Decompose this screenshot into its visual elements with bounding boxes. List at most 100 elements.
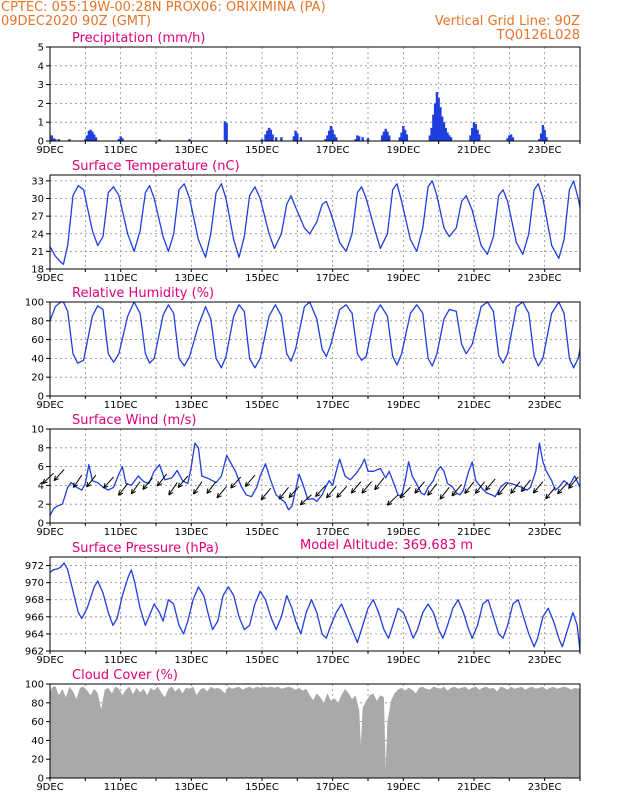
cloud-ytick-label: 0	[38, 774, 44, 785]
precip-ytick-label: 5	[38, 43, 44, 54]
pressure-line	[49, 562, 581, 652]
cloud-ytick-label: 80	[31, 698, 44, 709]
wind-arrow	[193, 481, 203, 495]
temp-ytick-label: 18	[31, 265, 44, 276]
humidity-frame	[49, 301, 581, 397]
temp-xtick-label: 9DEC	[36, 273, 63, 284]
precip-bar	[449, 137, 453, 141]
wind-ytick-label: 4	[38, 481, 44, 492]
wind-arrow	[374, 477, 385, 491]
humidity-ytick-label: 0	[38, 392, 44, 403]
precip-bar	[441, 116, 444, 141]
precip-bar	[329, 125, 333, 141]
precip-bar	[511, 137, 515, 141]
wind-xtick-label: 23DEC	[528, 527, 562, 538]
humidity-ytick-label: 100	[25, 298, 44, 309]
pressure-ytick-label: 972	[25, 561, 44, 572]
wind-arrow	[118, 483, 129, 496]
humidity-panel: Relative Humidity (%) 0 20 40 60 80 100 9DEC 11D…	[25, 286, 581, 411]
wind-arrow	[464, 481, 475, 494]
precip-bar	[294, 130, 297, 141]
temp-xtick-label: 11DEC	[104, 273, 138, 284]
wind-arrow	[326, 486, 337, 499]
humidity-xtick-label: 11DEC	[104, 400, 138, 411]
temp-xtick-label: 17DEC	[316, 273, 350, 284]
wind-arrow	[72, 474, 83, 488]
wind-xtick-label: 19DEC	[386, 527, 420, 538]
precip-xtick-label: 11DEC	[104, 145, 138, 156]
precip-bar	[87, 130, 91, 141]
wind-arrow	[244, 474, 256, 488]
wind-arrow	[439, 486, 450, 500]
wind-arrow	[485, 478, 496, 491]
wind-arrow	[216, 486, 228, 499]
wind-arrow	[42, 472, 54, 485]
precip-bar	[442, 122, 446, 141]
precip-bar	[439, 107, 442, 141]
precip-bar	[433, 103, 437, 141]
precip-bar	[89, 129, 92, 141]
wind-frame	[49, 428, 581, 524]
humidity-xtick-label: 21DEC	[457, 400, 491, 411]
pressure-title: Surface Pressure (hPa)	[72, 541, 219, 556]
wind-arrow	[278, 486, 289, 500]
pressure-ytick-label: 966	[25, 612, 44, 623]
temp-ytick-label: 33	[31, 176, 44, 187]
wind-arrow	[130, 481, 141, 495]
precip-bar	[366, 138, 370, 141]
wind-arrow	[386, 494, 399, 506]
precip-bar	[435, 92, 439, 141]
precip-bar	[266, 130, 269, 141]
model-altitude: Model Altitude: 369.683 m	[300, 538, 473, 553]
precip-bar	[476, 129, 479, 141]
humidity-xtick-label: 19DEC	[386, 400, 420, 411]
temp-xtick-label: 13DEC	[174, 273, 208, 284]
precip-bar	[158, 139, 161, 141]
temp-xtick-label: 23DEC	[528, 273, 562, 284]
precip-bar	[333, 134, 336, 141]
precip-xtick-label: 15DEC	[245, 145, 279, 156]
temp-panel: Surface Temperature (nC) 18 21 24 27 30 33 9DEC…	[31, 159, 581, 284]
precip-bar	[264, 134, 267, 141]
precip-bar	[539, 133, 543, 141]
wind-xtick-label: 11DEC	[104, 527, 138, 538]
cloud-title: Cloud Cover (%)	[72, 668, 178, 683]
cloud-frame	[49, 683, 581, 779]
precip-bar	[269, 129, 273, 141]
precip-bar	[356, 135, 359, 141]
cloud-area	[50, 685, 580, 778]
wind-arrow	[497, 483, 508, 496]
precip-bar	[357, 136, 361, 141]
humidity-ytick-label: 60	[31, 335, 44, 346]
precip-bar	[403, 129, 407, 141]
precip-bar	[54, 139, 57, 141]
wind-arrow	[230, 476, 242, 489]
pressure-xtick-label: 11DEC	[104, 655, 138, 666]
wind-arrow	[168, 482, 178, 496]
precip-bar	[508, 135, 511, 141]
temp-ytick-label: 24	[31, 229, 44, 240]
header-grid-line: Vertical Grid Line: 90Z	[435, 14, 580, 29]
precip-bar	[428, 135, 432, 141]
wind-arrow	[414, 481, 425, 494]
precip-bar	[446, 132, 449, 141]
precip-bar	[354, 139, 357, 141]
cloud-ytick-label: 100	[25, 680, 44, 691]
wind-arrow	[177, 475, 189, 488]
cloud-xtick-label: 23DEC	[528, 782, 562, 793]
precip-bar	[541, 125, 545, 141]
precip-bar	[335, 137, 338, 141]
precip-bar	[91, 131, 94, 141]
wind-line	[49, 442, 581, 516]
wind-ytick-label: 2	[38, 500, 44, 511]
precip-bar	[326, 135, 329, 141]
wind-arrow	[568, 476, 579, 489]
wind-xtick-label: 15DEC	[245, 527, 279, 538]
precip-bar	[299, 137, 303, 141]
cloud-panel: Cloud Cover (%) 0 20 40 60 80 100 9DEC 11DEC 13DE…	[25, 668, 581, 793]
temp-ytick-label: 30	[31, 194, 44, 205]
precip-bar	[267, 127, 271, 141]
pressure-ytick-label: 962	[25, 647, 44, 658]
precip-bar	[430, 127, 433, 141]
cloud-xtick-label: 19DEC	[386, 782, 420, 793]
